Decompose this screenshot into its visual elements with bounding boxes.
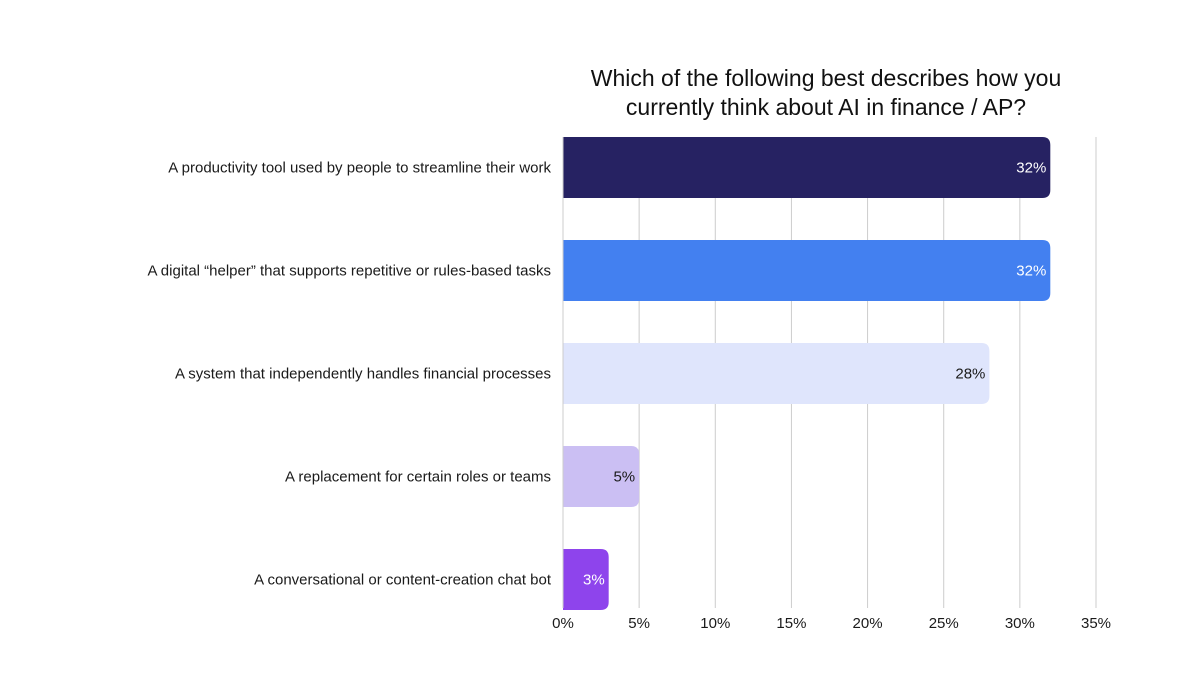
x-tick-label: 15% (776, 615, 806, 632)
bar-value-label: 3% (583, 572, 605, 589)
x-tick-label: 20% (853, 615, 883, 632)
bar-value-label: 32% (1016, 160, 1046, 177)
x-tick-label: 5% (628, 615, 650, 632)
bar (563, 549, 609, 610)
x-tick-label: 35% (1081, 615, 1111, 632)
chart-title: Which of the following best describes ho… (540, 64, 1112, 122)
x-tick-label: 0% (552, 615, 574, 632)
bar-value-label: 5% (613, 469, 635, 486)
x-tick-label: 10% (700, 615, 730, 632)
x-tick-label: 30% (1005, 615, 1035, 632)
chart-title-line-1: Which of the following best describes ho… (590, 65, 1062, 91)
bar (563, 343, 990, 404)
category-label: A system that independently handles fina… (175, 366, 551, 383)
bar (563, 446, 640, 507)
category-label: A conversational or content-creation cha… (254, 572, 552, 589)
bar-value-label: 28% (955, 366, 985, 383)
chart-title-line-2: currently think about AI in finance / AP… (625, 94, 1027, 120)
bar (563, 137, 1051, 198)
category-label: A replacement for certain roles or teams (285, 469, 551, 486)
bars: 32% A productivity tool used by people to… (147, 137, 1051, 610)
bar (563, 240, 1051, 301)
x-tick-label: 25% (929, 615, 959, 632)
category-label: A productivity tool used by people to st… (168, 160, 551, 177)
bar-value-label: 32% (1016, 263, 1046, 280)
category-label: A digital “helper” that supports repetit… (147, 263, 551, 280)
x-axis-ticks: 0% 5% 10% 15% 20% 25% 30% 35% (552, 615, 1111, 632)
